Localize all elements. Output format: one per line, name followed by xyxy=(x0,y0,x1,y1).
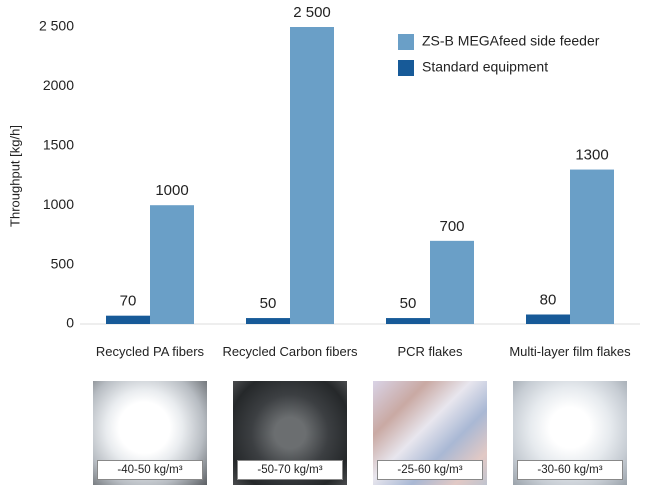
x-tick-label: Multi-layer film flakes xyxy=(509,344,631,359)
photo-caption: -25-60 kg/m³ xyxy=(377,460,483,480)
legend-swatch xyxy=(398,60,414,76)
photo-caption: -50-70 kg/m³ xyxy=(237,460,343,480)
photo: -25-60 kg/m³ xyxy=(373,381,487,485)
bar xyxy=(246,318,290,324)
value-label: 50 xyxy=(260,295,277,312)
y-tick-label: 2 500 xyxy=(39,18,74,34)
photo: -40-50 kg/m³ xyxy=(93,381,207,485)
bar xyxy=(570,169,614,324)
bar xyxy=(526,314,570,324)
x-tick-label: Recycled Carbon fibers xyxy=(222,344,358,359)
bar xyxy=(386,318,430,324)
bar xyxy=(150,205,194,324)
photo-caption: -40-50 kg/m³ xyxy=(97,460,203,480)
x-tick-label: Recycled PA fibers xyxy=(95,344,205,359)
legend-swatch xyxy=(398,34,414,50)
photo: -50-70 kg/m³ xyxy=(233,381,347,485)
y-tick-label: 2000 xyxy=(43,77,74,93)
value-label: 1000 xyxy=(155,182,188,199)
photo-caption: -30-60 kg/m³ xyxy=(517,460,623,480)
value-label: 70 xyxy=(120,293,137,310)
bar xyxy=(290,27,334,324)
bar xyxy=(430,240,474,324)
legend-label: ZS-B MEGAfeed side feeder xyxy=(422,33,600,49)
value-label: 1300 xyxy=(575,147,608,164)
y-axis-label: Throughput [kg/h] xyxy=(7,125,22,227)
value-label: 700 xyxy=(439,218,464,235)
bar xyxy=(106,315,150,324)
y-tick-label: 1500 xyxy=(43,137,74,153)
value-label: 50 xyxy=(400,295,417,312)
value-label: 80 xyxy=(540,291,557,308)
y-tick-label: 0 xyxy=(66,315,74,331)
x-tick-label: PCR flakes xyxy=(397,344,463,359)
y-tick-label: 1000 xyxy=(43,196,74,212)
legend-label: Standard equipment xyxy=(422,59,548,75)
value-label: 2 500 xyxy=(293,4,331,21)
y-tick-label: 500 xyxy=(51,255,75,271)
photo: -30-60 kg/m³ xyxy=(513,381,627,485)
